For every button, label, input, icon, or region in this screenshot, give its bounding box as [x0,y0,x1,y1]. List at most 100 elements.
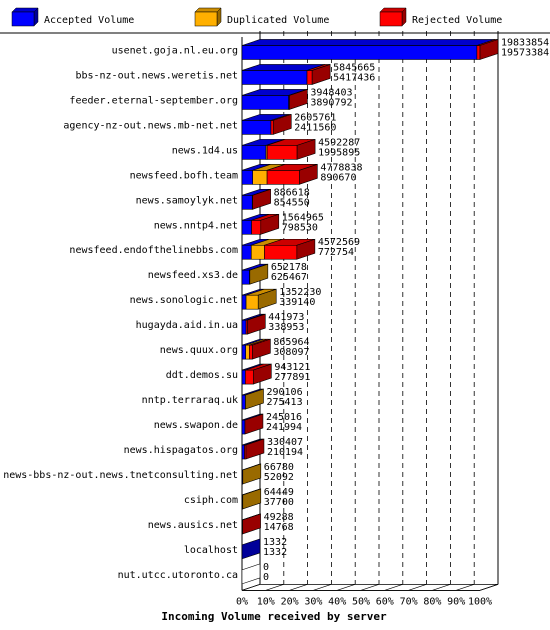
accepted-value-label: 37700 [264,497,294,508]
legend-label: Accepted Volume [44,15,134,26]
accepted-value-label: 625467 [271,272,307,283]
legend-label: Duplicated Volume [227,15,329,26]
bar-end-cap [272,113,292,135]
bar-segment-1 [241,114,290,135]
accepted-value-label: 339140 [279,297,315,308]
accepted-value-label: 1995895 [318,147,360,158]
total-value-label: 4592287 [318,137,360,148]
x-tick-label: 70% [400,596,418,607]
labels: 0% 10% 20% 30% 40% 50% 60% 70% 80% 90% 100% usenet.… [3,37,549,607]
accepted-value-label: 3890792 [310,97,352,108]
bar-segment-3 [266,139,316,160]
x-tick-label: 90% [447,596,465,607]
x-tick-label: 0% [236,596,248,607]
category-label: newsfeed.bofh.team [130,170,238,181]
category-label: nut.utcc.utoronto.ca [118,570,238,581]
category-label: news.hispagatos.org [124,445,238,456]
accepted-value-label: 275413 [266,397,302,408]
bar-end-cap [249,263,269,285]
category-label: news.nntp4.net [154,220,238,231]
bar-end-cap [296,238,316,260]
accepted-value-label: 338953 [268,322,304,333]
category-label: bbs-nz-out.news.weretis.net [75,70,238,81]
floor-tick [360,584,380,591]
legend: Accepted Volume Duplicated Volume Rejected… [11,7,502,27]
accepted-value-label: 19573384 [501,47,549,58]
accepted-value-label: 5417436 [333,72,375,83]
bar-end-cap [247,313,266,335]
accepted-value-label: 772754 [318,247,354,258]
floor-tick [313,584,332,591]
bar-end-cap [245,388,264,410]
total-value-label: 245016 [266,412,302,423]
category-label: newsfeed.xs3.de [148,270,238,281]
accepted-value-label: 1332 [263,547,287,558]
accepted-value-label: 14768 [264,522,294,533]
accepted-value-label: 52092 [264,472,294,483]
bar-end-cap [241,563,261,585]
bar-segment-1 [241,89,307,110]
accepted-value-label: 890670 [320,172,356,183]
category-label: news.samoylyk.net [136,195,238,206]
bar-end-cap [245,438,265,460]
category-label: newsfeed.endofthelinebbs.com [69,245,238,256]
floor-tick [241,584,261,591]
total-value-label: 0 [263,562,269,573]
category-label: news.quux.org [160,345,238,356]
bar-end-cap [242,463,262,485]
x-tick-label: 60% [376,596,394,607]
bar-end-cap [296,138,316,160]
floor-tick [337,584,356,591]
x-axis-label: Incoming Volume received by server [161,610,387,623]
x-tick-label: 20% [281,596,299,607]
legend-swatch [11,11,35,27]
accepted-value-label: 308097 [273,347,309,358]
category-label: news.1d4.us [172,145,238,156]
total-value-label: 3948403 [310,87,352,98]
accepted-value-label: 854550 [274,197,310,208]
accepted-value-label: 241994 [266,422,302,433]
total-value-label: 4778838 [320,162,362,173]
legend-label: Rejected Volume [412,15,502,26]
bar-segment-1 [241,139,285,160]
category-label: usenet.goja.nl.eu.org [112,45,238,56]
legend-swatch [379,11,403,27]
bar-end-cap [311,64,331,85]
floor-tick [432,584,451,591]
x-tick-label: 30% [304,596,322,607]
total-value-label: 5845665 [333,62,375,73]
floor-tick [384,584,403,591]
category-label: news.swapon.de [154,420,238,431]
total-value-label: 1352230 [279,287,321,298]
x-tick-label: 80% [423,596,441,607]
floor-tick [456,584,475,591]
legend-item-2: Duplicated Volume [194,7,329,27]
bar-segment-1 [241,39,495,60]
total-value-label: 1564965 [282,212,324,223]
total-value-label: 886618 [274,187,310,198]
bar-end-cap [289,89,308,110]
total-value-label: 4572569 [318,237,360,248]
total-value-label: 943121 [274,362,310,373]
category-label: ddt.demos.su [166,370,238,381]
bar-end-cap [257,288,277,310]
bar-end-cap [244,413,264,435]
total-value-label: 652178 [271,262,307,273]
bar-end-cap [242,513,261,535]
total-value-label: 865964 [273,337,309,348]
category-label: hugayda.aid.in.ua [136,320,238,331]
total-value-label: 66780 [264,462,294,473]
bar-end-cap [252,188,271,210]
bar-end-cap [479,39,499,60]
accepted-value-label: 210194 [267,447,303,458]
bar-end-cap [242,488,262,510]
x-tick-label: 10% [257,596,275,607]
accepted-value-label: 2411560 [294,122,336,133]
accepted-value-label: 0 [263,572,269,583]
x-tick-label: 50% [352,596,370,607]
bar-end-cap [252,338,271,360]
legend-item-3: Rejected Volume [379,7,502,27]
total-value-label: 330407 [267,437,303,448]
grid [241,31,499,591]
